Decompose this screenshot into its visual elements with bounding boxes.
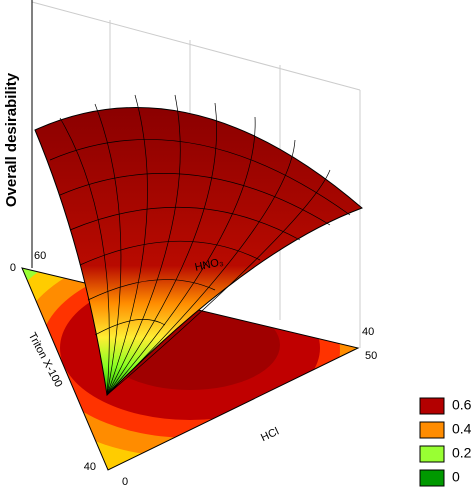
axis-label: HNO₃: [194, 256, 225, 274]
corner-tick: 40: [362, 326, 374, 338]
legend-swatch: [419, 445, 445, 463]
corner-tick: 40: [84, 461, 96, 473]
response-surface: [34, 107, 363, 397]
corner-tick: 60: [34, 250, 46, 262]
axis-label: HCl: [259, 426, 281, 445]
legend-label: 0.4: [452, 421, 472, 437]
legend-label: 0: [452, 469, 460, 485]
legend-swatch: [419, 469, 445, 487]
legend-label: 0.2: [452, 445, 472, 461]
legend-label: 0.6: [452, 397, 472, 413]
corner-tick: 0: [122, 476, 128, 488]
legend-swatch: [419, 421, 445, 439]
legend: 0.6 0.4 0.2 0: [419, 397, 472, 487]
surface-mesh: [49, 94, 351, 396]
legend-swatch: [419, 397, 445, 415]
corner-tick: 0: [10, 262, 16, 274]
z-axis-label: Overall desirability: [3, 72, 20, 207]
corner-tick: 50: [365, 350, 377, 362]
